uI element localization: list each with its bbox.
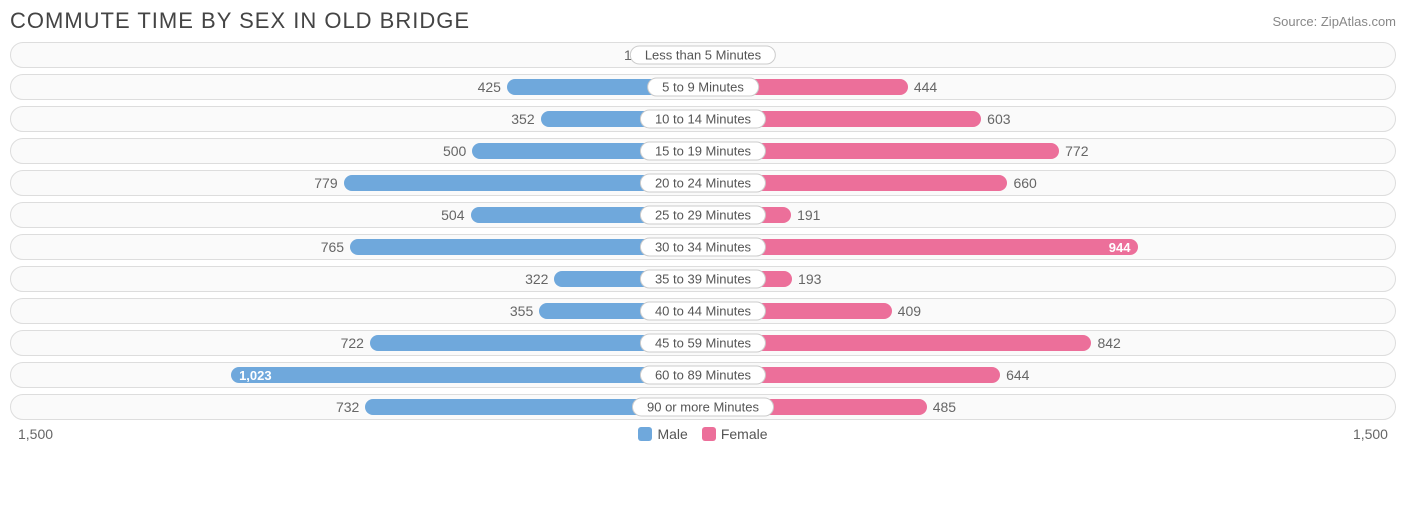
row-right-half: 644 (703, 363, 1395, 387)
legend-item: Male (638, 426, 687, 442)
value-label-male: 425 (478, 79, 501, 95)
value-label-male: 732 (336, 399, 359, 415)
category-label: 15 to 19 Minutes (640, 142, 766, 161)
legend-swatch (638, 427, 652, 441)
legend-item: Female (702, 426, 768, 442)
value-label-female: 193 (798, 271, 821, 287)
chart-source: Source: ZipAtlas.com (1272, 14, 1396, 29)
category-label: 35 to 39 Minutes (640, 270, 766, 289)
category-label: 30 to 34 Minutes (640, 238, 766, 257)
row-right-half: 772 (703, 139, 1395, 163)
value-label-male: 779 (314, 175, 337, 191)
category-label: 25 to 29 Minutes (640, 206, 766, 225)
row-right-half: 444 (703, 75, 1395, 99)
chart-row: 322 193 35 to 39 Minutes (10, 266, 1396, 292)
row-right-half: 944 (703, 235, 1395, 259)
category-label: 20 to 24 Minutes (640, 174, 766, 193)
chart-row: 11079Less than 5 Minutes (10, 42, 1396, 68)
value-label-male: 500 (443, 143, 466, 159)
category-label: 10 to 14 Minutes (640, 110, 766, 129)
row-left-half: 110 (11, 43, 703, 67)
chart-row: 425 444 5 to 9 Minutes (10, 74, 1396, 100)
row-left-half: 765 (11, 235, 703, 259)
value-label-female: 644 (1006, 367, 1029, 383)
chart-row: 732 485 90 or more Minutes (10, 394, 1396, 420)
bar-female: 944 (703, 239, 1138, 255)
row-right-half: 603 (703, 107, 1395, 131)
value-label-male: 322 (525, 271, 548, 287)
chart-row: 500 772 15 to 19 Minutes (10, 138, 1396, 164)
value-label-female: 603 (987, 111, 1010, 127)
value-label-male: 765 (321, 239, 344, 255)
category-label: 45 to 59 Minutes (640, 334, 766, 353)
value-label-male: 355 (510, 303, 533, 319)
chart-row: 355 409 40 to 44 Minutes (10, 298, 1396, 324)
row-left-half: 779 (11, 171, 703, 195)
row-left-half: 1,023 (11, 363, 703, 387)
chart-row: 722 842 45 to 59 Minutes (10, 330, 1396, 356)
chart-row: 779 660 20 to 24 Minutes (10, 170, 1396, 196)
legend-label: Male (657, 426, 687, 442)
value-label-female: 842 (1097, 335, 1120, 351)
legend-swatch (702, 427, 716, 441)
chart-row: 765 94430 to 34 Minutes (10, 234, 1396, 260)
chart-legend: Male Female (638, 426, 767, 442)
row-right-half: 193 (703, 267, 1395, 291)
legend-label: Female (721, 426, 768, 442)
row-left-half: 322 (11, 267, 703, 291)
chart-axis: 1,500 Male Female 1,500 (10, 426, 1396, 442)
value-label-female: 191 (797, 207, 820, 223)
axis-left-label: 1,500 (18, 426, 53, 442)
category-label: 90 or more Minutes (632, 398, 774, 417)
row-left-half: 425 (11, 75, 703, 99)
row-right-half: 660 (703, 171, 1395, 195)
row-left-half: 732 (11, 395, 703, 419)
category-label: 40 to 44 Minutes (640, 302, 766, 321)
diverging-bar-chart: 11079Less than 5 Minutes 425 444 5 to 9 Min… (10, 42, 1396, 420)
value-label-female: 444 (914, 79, 937, 95)
value-label-female: 660 (1013, 175, 1036, 191)
chart-row: 1,023 644 60 to 89 Minutes (10, 362, 1396, 388)
row-right-half: 485 (703, 395, 1395, 419)
value-label-female: 485 (933, 399, 956, 415)
category-label: 5 to 9 Minutes (647, 78, 759, 97)
row-left-half: 504 (11, 203, 703, 227)
row-right-half: 191 (703, 203, 1395, 227)
value-label-male: 352 (511, 111, 534, 127)
row-left-half: 355 (11, 299, 703, 323)
bar-male: 1,023 (231, 367, 703, 383)
chart-row: 352 603 10 to 14 Minutes (10, 106, 1396, 132)
row-right-half: 409 (703, 299, 1395, 323)
row-left-half: 500 (11, 139, 703, 163)
category-label: Less than 5 Minutes (630, 46, 776, 65)
row-right-half: 842 (703, 331, 1395, 355)
row-left-half: 722 (11, 331, 703, 355)
chart-row: 504 191 25 to 29 Minutes (10, 202, 1396, 228)
chart-header: COMMUTE TIME BY SEX IN OLD BRIDGE Source… (10, 8, 1396, 34)
value-label-female: 409 (898, 303, 921, 319)
row-right-half: 79 (703, 43, 1395, 67)
value-label-male: 504 (441, 207, 464, 223)
category-label: 60 to 89 Minutes (640, 366, 766, 385)
value-label-female: 772 (1065, 143, 1088, 159)
axis-right-label: 1,500 (1353, 426, 1388, 442)
chart-title: COMMUTE TIME BY SEX IN OLD BRIDGE (10, 8, 470, 34)
value-label-male: 722 (341, 335, 364, 351)
row-left-half: 352 (11, 107, 703, 131)
